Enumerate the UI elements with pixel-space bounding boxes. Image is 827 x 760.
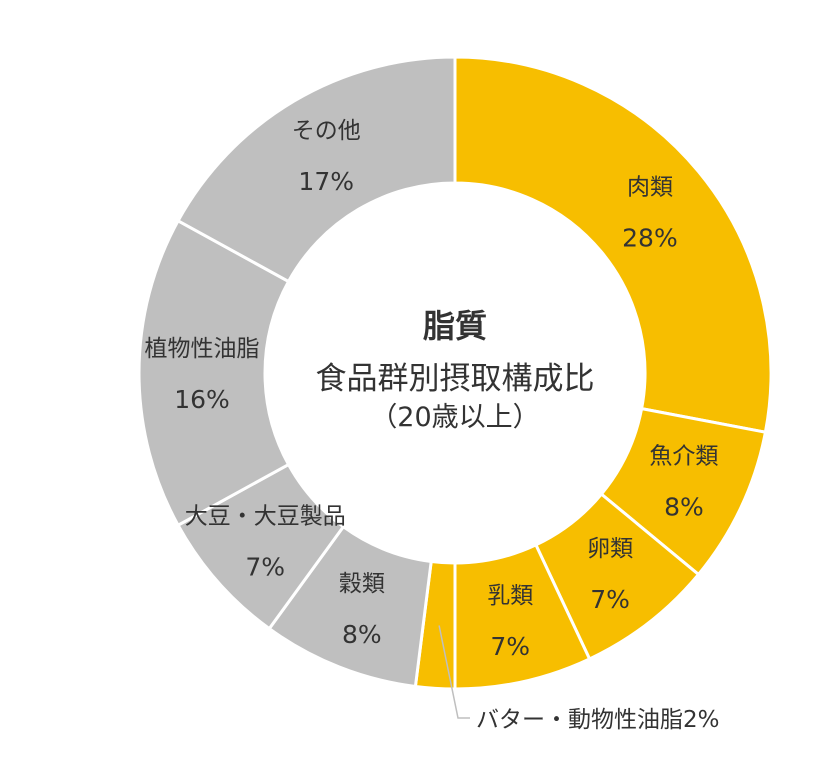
- slice-label-1: 魚介類: [649, 444, 718, 470]
- slice-7: [137, 218, 291, 528]
- slice-value-1: 8%: [664, 493, 704, 522]
- slice-value-3: 7%: [490, 632, 530, 661]
- slice-label-0: 肉類: [627, 175, 673, 201]
- slice-value-7: 16%: [174, 385, 230, 414]
- chart-note: （20歳以上）: [370, 402, 539, 433]
- slice-label-8: その他: [292, 118, 361, 144]
- slice-value-8: 17%: [298, 167, 354, 196]
- slice-8: [176, 55, 457, 284]
- slice-value-0: 28%: [622, 224, 678, 253]
- slice-label-7: 植物性油脂: [145, 336, 260, 362]
- slice-value-6: 7%: [245, 552, 285, 581]
- slice-label-5: 穀類: [339, 571, 385, 597]
- slice-value-5: 8%: [342, 620, 382, 649]
- slice-label-3: 乳類: [487, 583, 533, 609]
- slice-value-2: 7%: [590, 585, 630, 614]
- slice-label-2: 卵類: [587, 536, 633, 562]
- leader-line: [438, 625, 470, 719]
- slice-label-6: 大豆・大豆製品: [185, 503, 346, 529]
- slice-0: [453, 55, 773, 434]
- chart-subtitle: 食品群別摂取構成比: [316, 361, 595, 397]
- slice-label-4: バター・動物性油脂2%: [476, 707, 720, 733]
- chart-title: 脂質: [423, 307, 487, 345]
